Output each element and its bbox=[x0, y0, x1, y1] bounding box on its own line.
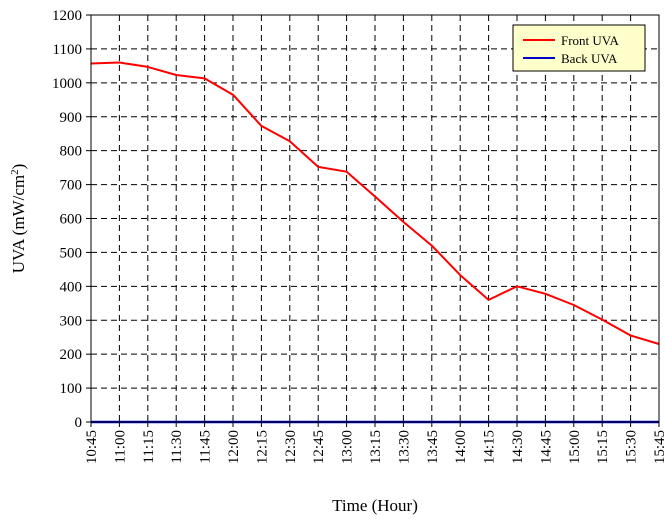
legend: Front UVA Back UVA bbox=[512, 24, 646, 72]
x-tick-labels: 10:45 11:00 11:15 11:30 11:45 12:00 12:15 12:30… bbox=[84, 430, 665, 464]
y-tick-label: 600 bbox=[60, 212, 83, 228]
x-tick-label: 13:45 bbox=[425, 430, 441, 464]
y-tick-label: 500 bbox=[60, 245, 83, 261]
x-tick-label: 12:15 bbox=[254, 430, 270, 464]
x-tick-label: 14:15 bbox=[482, 430, 498, 464]
y-tick-label: 200 bbox=[60, 347, 83, 363]
x-tick-label: 11:00 bbox=[112, 430, 128, 464]
x-tick-label: 14:45 bbox=[538, 430, 554, 464]
y-tick-label: 900 bbox=[60, 110, 83, 126]
y-tick-label: 1200 bbox=[52, 8, 82, 24]
x-tick-label: 12:30 bbox=[283, 430, 299, 464]
x-tick-label: 14:00 bbox=[453, 430, 469, 464]
legend-label: Front UVA bbox=[561, 33, 620, 48]
x-tick-label: 15:30 bbox=[624, 430, 640, 464]
y-tick-labels: 0 100 200 300 400 500 600 700 800 900 1000 1100 1200 bbox=[52, 8, 82, 431]
y-tick-label: 0 bbox=[75, 415, 83, 431]
series-line-front-uva bbox=[90, 61, 660, 345]
x-tick-label: 11:15 bbox=[141, 430, 157, 464]
axis-ticks bbox=[86, 14, 660, 427]
legend-label: Back UVA bbox=[561, 51, 618, 66]
x-tick-label: 11:30 bbox=[169, 430, 185, 464]
y-tick-label: 100 bbox=[60, 381, 83, 397]
legend-box bbox=[512, 24, 646, 72]
x-axis-title: Time (Hour) bbox=[332, 496, 418, 515]
y-tick-label: 800 bbox=[60, 144, 83, 160]
x-tick-label: 13:30 bbox=[396, 430, 412, 464]
x-tick-label: 10:45 bbox=[84, 430, 100, 464]
x-tick-label: 14:30 bbox=[510, 430, 526, 464]
y-axis-title: UVA (mW/cm2) bbox=[9, 164, 28, 274]
x-tick-label: 15:00 bbox=[567, 430, 583, 464]
y-axis-title-superscript: 2 bbox=[9, 169, 21, 175]
y-tick-label: 300 bbox=[60, 313, 83, 329]
y-tick-label: 1100 bbox=[53, 42, 82, 58]
y-tick-label: 700 bbox=[60, 178, 83, 194]
x-tick-label: 11:45 bbox=[198, 430, 214, 464]
y-axis-title-close: ) bbox=[9, 164, 28, 170]
y-tick-label: 400 bbox=[60, 279, 83, 295]
y-axis-title-main: UVA (mW/cm bbox=[9, 175, 28, 273]
y-tick-label: 1000 bbox=[52, 76, 82, 92]
x-tick-label: 15:45 bbox=[652, 430, 665, 464]
x-tick-label: 15:15 bbox=[595, 430, 611, 464]
x-tick-label: 12:45 bbox=[311, 430, 327, 464]
x-tick-label: 13:00 bbox=[340, 430, 356, 464]
x-tick-label: 12:00 bbox=[226, 430, 242, 464]
x-tick-label: 13:15 bbox=[368, 430, 384, 464]
grid bbox=[91, 15, 659, 422]
